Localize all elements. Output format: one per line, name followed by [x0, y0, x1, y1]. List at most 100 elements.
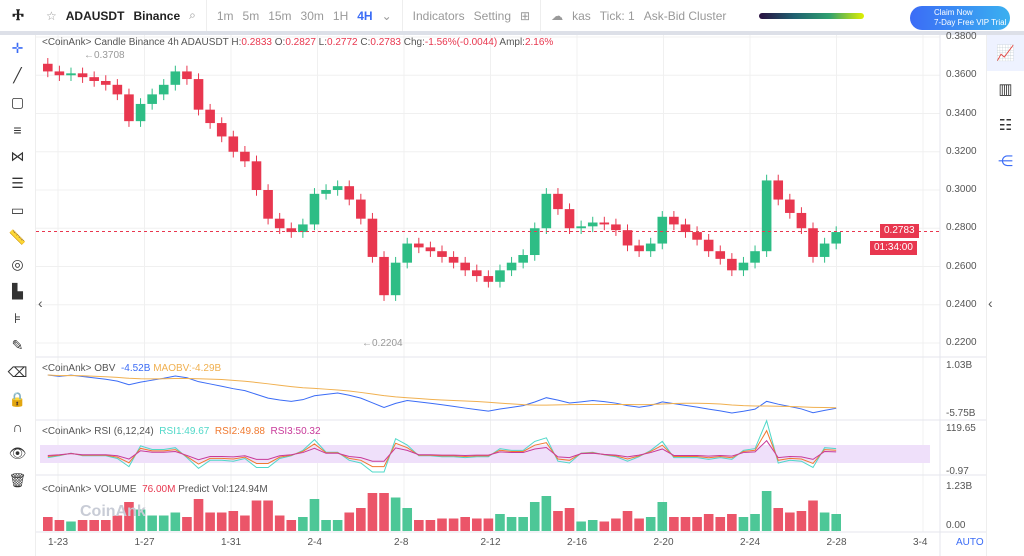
volume-bar	[367, 493, 378, 531]
magnet-icon[interactable]: ∩	[12, 418, 23, 435]
indicators-button[interactable]: Indicators	[412, 8, 465, 23]
volume-bar	[182, 517, 192, 531]
volume-bar	[657, 502, 668, 531]
exchange-name[interactable]: Binance	[133, 8, 181, 23]
volume-bar	[77, 520, 88, 531]
volume-bar	[89, 520, 99, 531]
volume-bar	[158, 515, 169, 531]
interval-4h[interactable]: 4H	[357, 8, 373, 23]
x-tick: 3-4	[913, 537, 928, 548]
kas-select[interactable]: kas	[572, 8, 591, 23]
fib-tool-icon[interactable]: ☰	[11, 175, 24, 191]
obv-line	[47, 374, 837, 414]
volume-bar	[645, 517, 656, 531]
candle-body	[727, 258, 737, 271]
x-tick: 2-12	[480, 537, 501, 548]
setting-button[interactable]: Setting	[473, 8, 512, 23]
interval-15m[interactable]: 15m	[268, 8, 292, 23]
candle-body	[587, 222, 598, 227]
volume-bar	[414, 520, 424, 531]
interval-section: 1m 5m 15m 30m 1H 4H ⌄	[207, 0, 403, 31]
chevron-left-icon[interactable]: ‹	[38, 295, 43, 311]
volume-bar	[147, 515, 157, 531]
rsi-legend: <CoinAnk> RSI (6,12,24) RSI1:49.67 RSI2:…	[42, 426, 321, 438]
candle-body	[645, 243, 656, 252]
candle-body	[414, 243, 424, 248]
volume-bar	[727, 514, 737, 531]
parallel-lines-icon[interactable]: ≡	[13, 121, 22, 138]
price-tick: 0.2400	[946, 298, 977, 310]
interval-5m[interactable]: 5m	[242, 8, 260, 23]
callout-icon[interactable]: ▭	[10, 202, 25, 218]
star-icon[interactable]: ☆	[46, 8, 57, 23]
volume-bar	[240, 515, 250, 531]
ask-bid-cluster-button[interactable]: Ask-Bid Cluster	[643, 8, 727, 23]
rsi-band	[40, 445, 930, 463]
candle-body	[611, 224, 621, 231]
candle-body	[564, 209, 575, 229]
chart-icon[interactable]: 📈	[987, 35, 1024, 71]
candle-body	[657, 216, 668, 244]
volume-bar	[738, 517, 749, 531]
candle-body	[228, 136, 239, 152]
interval-30m[interactable]: 30m	[300, 8, 324, 23]
crosshair-icon[interactable]: ✛	[11, 40, 24, 56]
chart-canvas[interactable]	[36, 35, 986, 556]
lock-icon[interactable]: 🔒	[8, 391, 27, 407]
volume-bar	[703, 514, 714, 531]
coinank-watermark: CoinAnk	[80, 503, 146, 520]
vip-trial-button[interactable]: Claim Now 7-Day Free VIP Trial	[910, 6, 1010, 30]
symbol-section: ☆ ADAUSDT Binance ⌕	[36, 0, 207, 31]
rsi2-value: RSI2:49.88	[214, 426, 265, 437]
options-section: ☁ kas Tick: 1 Ask-Bid Cluster	[541, 0, 874, 31]
auto-scale-button[interactable]: AUTO	[956, 537, 984, 548]
position-tool-icon[interactable]: ⊧	[13, 310, 22, 326]
obv-legend: <CoinAnk> OBV -4.52B MAOBV:-4.29B	[42, 363, 221, 375]
obv-value: -4.52B	[120, 363, 151, 374]
volume-bar	[437, 518, 447, 531]
ruler-icon[interactable]: 📏	[8, 229, 27, 245]
interval-1h[interactable]: 1H	[332, 8, 349, 23]
candle-body	[205, 109, 215, 124]
candle-body	[158, 84, 169, 95]
bar-chart-icon[interactable]: ▙	[12, 283, 23, 299]
brush-icon[interactable]: ✎	[11, 337, 24, 353]
search-icon[interactable]: ⌕	[189, 8, 196, 22]
volume-bar	[761, 491, 772, 531]
chevron-left-icon-right[interactable]: ‹	[988, 295, 993, 311]
layout-grid-icon[interactable]: ⊞	[520, 8, 531, 23]
line-tool-icon[interactable]: ╱	[13, 67, 22, 83]
price-tick: 0.3200	[946, 145, 977, 157]
shape-icon[interactable]: ◎	[11, 256, 24, 272]
price-tick: 0.3800	[946, 31, 977, 42]
tick-select[interactable]: Tick: 1	[599, 8, 635, 23]
interval-1m[interactable]: 1m	[216, 8, 234, 23]
stats-icon[interactable]: ▥	[998, 81, 1013, 98]
volume-bar	[170, 512, 181, 531]
symbol-name[interactable]: ADAUSDT	[65, 8, 125, 23]
heatmap-gradient-slider[interactable]	[759, 12, 865, 19]
x-tick: 2-24	[740, 537, 761, 548]
volume-bar	[634, 518, 644, 531]
rectangle-tool-icon[interactable]: ▢	[10, 94, 25, 110]
volume-bar	[692, 517, 702, 531]
volume-bar	[750, 514, 760, 531]
eraser-icon[interactable]: ⌫	[7, 364, 28, 380]
volume-bar	[669, 517, 679, 531]
x-tick: 2-8	[394, 537, 409, 548]
cloud-icon[interactable]: ☁	[551, 8, 564, 23]
share-icon[interactable]: ⋲	[998, 153, 1013, 170]
pattern-tool-icon[interactable]: ⋈	[10, 148, 25, 164]
min-price-label: ←0.2204	[362, 338, 403, 349]
volume-bar	[564, 508, 575, 531]
maobv-value: MAOBV:-4.29B	[153, 363, 222, 374]
list-icon[interactable]: ☷	[998, 117, 1013, 134]
candle-body	[263, 190, 273, 219]
volume-bar	[286, 520, 297, 531]
eye-icon[interactable]: 👁	[8, 445, 27, 461]
chevron-down-icon[interactable]: ⌄	[381, 8, 392, 23]
trash-icon[interactable]: 🗑	[8, 472, 27, 488]
volume-bar	[263, 500, 273, 531]
candle-body	[448, 256, 459, 263]
price-tick: 0.2200	[946, 337, 977, 348]
